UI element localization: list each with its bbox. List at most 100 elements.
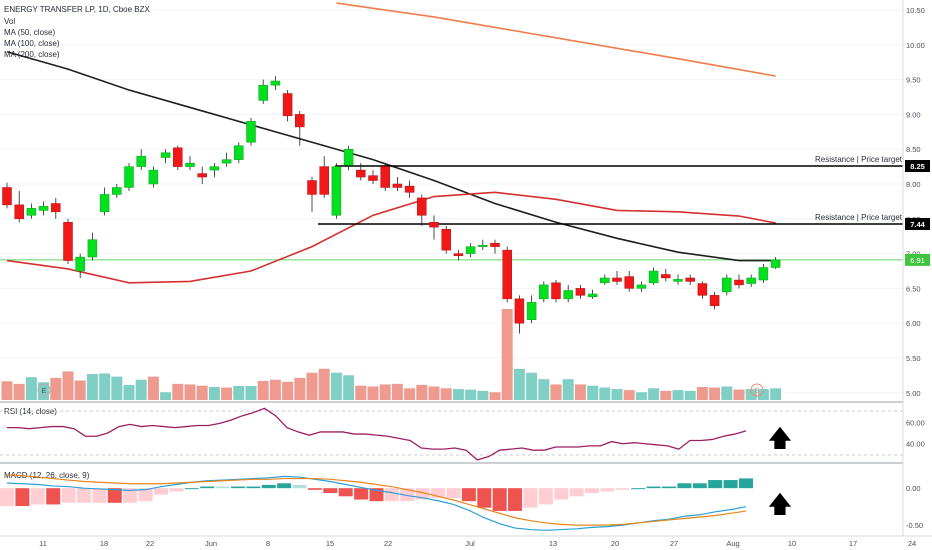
volume-bar	[416, 384, 428, 400]
candle	[441, 225, 451, 254]
candle	[75, 253, 85, 278]
histogram-bar	[354, 488, 369, 500]
legend-ma50[interactable]: MA (50, close)	[4, 28, 55, 37]
event-marker-text: E	[41, 386, 46, 395]
volume-bar	[562, 379, 574, 400]
price-axis[interactable]	[903, 0, 932, 550]
volume-bar	[160, 392, 172, 400]
histogram-bar	[338, 488, 353, 497]
legend-volume[interactable]: Vol	[4, 17, 15, 26]
volume-bar	[318, 368, 330, 400]
volume-bar	[623, 390, 635, 400]
histogram-bar	[554, 488, 569, 500]
price-tick-label: 8.00	[906, 180, 921, 189]
candle-body	[770, 259, 781, 268]
candle	[51, 197, 61, 219]
price-tick-label: 9.50	[906, 76, 921, 85]
volume-bars	[1, 309, 782, 400]
legend-ma200[interactable]: MA (200, close)	[4, 50, 60, 59]
histogram-bar	[662, 486, 677, 489]
legend-ma100[interactable]: MA (100, close)	[4, 39, 60, 48]
macd-label[interactable]: MACD (12, 26, close, 9)	[4, 471, 90, 480]
candle-body	[136, 155, 146, 167]
time-tick-label: 22	[384, 539, 392, 548]
candle	[112, 184, 122, 198]
volume-bar	[587, 385, 599, 400]
candle-body	[148, 169, 159, 185]
histogram-bar	[431, 488, 446, 498]
time-tick-label: Aug	[726, 539, 739, 548]
volume-bar	[635, 392, 647, 400]
candle	[661, 268, 671, 282]
earnings-marker-circle[interactable]	[750, 383, 764, 397]
candle	[209, 163, 220, 178]
candle-body	[38, 206, 49, 211]
time-tick-label: 15	[326, 539, 334, 548]
price-tick-label: 5.00	[906, 389, 921, 398]
candle-body	[87, 239, 98, 258]
candle	[624, 271, 634, 292]
volume-bar	[452, 389, 464, 400]
candle	[600, 274, 610, 285]
candle-body	[526, 302, 537, 320]
volume-bar	[233, 385, 245, 400]
candle	[319, 156, 329, 198]
volume-bar	[367, 386, 379, 400]
candle-body	[429, 222, 439, 228]
histogram-bar	[246, 486, 261, 489]
candle	[709, 291, 720, 310]
volume-bar	[208, 387, 220, 400]
candle-body	[758, 267, 769, 281]
histogram-bar	[446, 488, 461, 498]
volume-bar	[86, 374, 98, 400]
candle-body	[319, 166, 329, 195]
price-tick-label: 10.00	[906, 41, 925, 50]
volume-bar	[770, 388, 782, 400]
histogram-bar	[477, 488, 492, 508]
candle	[14, 190, 24, 223]
volume-bar	[611, 389, 623, 400]
volume-bar	[501, 309, 513, 400]
candle-body	[514, 298, 525, 324]
candle	[124, 163, 134, 191]
event-marker-circle[interactable]	[37, 383, 51, 397]
candle-body	[63, 222, 73, 261]
volume-bar	[757, 389, 769, 400]
histogram-bar	[61, 488, 76, 503]
histogram-bar	[615, 488, 630, 490]
volume-bar	[282, 381, 294, 400]
time-axis[interactable]: 11 18 22 Jun 8 15 22 Jul 13 20 27 Aug 10 17 24	[39, 539, 916, 548]
volume-bar	[721, 386, 733, 400]
candle	[173, 145, 183, 171]
candle-body	[368, 175, 378, 181]
histogram-bar	[30, 488, 45, 505]
volume-bar	[99, 373, 111, 400]
candle-body	[722, 277, 732, 293]
volume-bar	[526, 372, 538, 400]
histogram-bar	[708, 480, 723, 489]
histogram-bar	[538, 488, 553, 505]
histogram-bar	[585, 488, 600, 494]
candle	[478, 239, 488, 251]
histogram-bar	[138, 488, 153, 502]
candle-body	[99, 194, 110, 213]
candle-body	[636, 284, 647, 289]
candle	[38, 201, 49, 216]
volume-bar	[477, 390, 489, 400]
histogram-bar	[46, 488, 61, 505]
volume-bar	[111, 376, 123, 400]
volume-bar	[709, 387, 721, 400]
event-markers: E E	[37, 383, 764, 397]
price-badge-upper-text: 8.25	[910, 162, 925, 171]
candle	[258, 79, 268, 104]
candle-body	[734, 279, 744, 286]
candle-body	[331, 166, 342, 216]
time-tick-label: 20	[611, 539, 619, 548]
histogram-bar	[92, 488, 107, 503]
candle	[148, 166, 159, 188]
candle	[221, 152, 232, 167]
resistance-label-upper: Resistance | Price target	[815, 155, 903, 164]
candle-body	[51, 203, 61, 213]
symbol-title[interactable]: ENERGY TRANSFER LP, 1D, Cboe BZX	[4, 5, 150, 14]
